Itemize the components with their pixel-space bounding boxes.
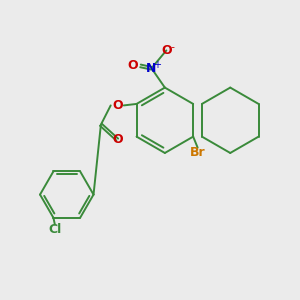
Text: N: N: [146, 62, 157, 75]
Text: Br: Br: [190, 146, 206, 160]
Text: Cl: Cl: [48, 223, 62, 236]
Text: -: -: [171, 42, 175, 52]
Text: O: O: [128, 59, 138, 72]
Text: O: O: [161, 44, 172, 57]
Text: +: +: [153, 60, 161, 70]
Text: O: O: [112, 99, 122, 112]
Text: O: O: [112, 133, 122, 146]
